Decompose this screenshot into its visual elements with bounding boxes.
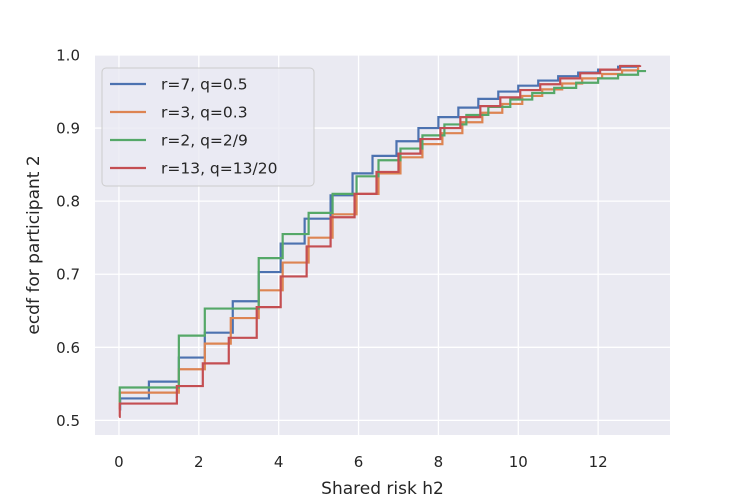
series-line-1 (118, 66, 640, 411)
y-axis-label: ecdf for participant 2 (24, 155, 44, 334)
x-tick-label: 10 (509, 453, 528, 471)
y-tick-label: 0.9 (56, 120, 80, 138)
x-tick-label: 8 (434, 453, 444, 471)
legend-label-0: r=7, q=0.5 (161, 76, 248, 94)
series-line-2 (118, 69, 647, 404)
y-tick-label: 0.6 (56, 339, 80, 357)
y-tick-label: 0.7 (56, 266, 80, 284)
x-tick-labels: 0 2 4 6 8 10 12 (114, 453, 607, 471)
legend-label-1: r=3, q=0.3 (161, 104, 248, 122)
y-tick-label: 0.5 (56, 412, 80, 430)
x-tick-label: 6 (354, 453, 364, 471)
y-tick-label: 0.8 (56, 193, 80, 211)
x-axis-label: Shared risk h2 (321, 479, 444, 498)
legend: r=7, q=0.5 r=3, q=0.3 r=2, q=2/9 r=13, q… (101, 67, 315, 187)
y-tick-labels: 0.5 0.6 0.7 0.8 0.9 1.0 (56, 47, 80, 430)
x-tick-label: 2 (194, 453, 204, 471)
x-tick-label: 4 (274, 453, 284, 471)
series-line-3 (118, 64, 642, 418)
y-tick-label: 1.0 (56, 47, 80, 65)
x-tick-label: 0 (114, 453, 124, 471)
legend-label-3: r=13, q=13/20 (161, 160, 277, 178)
x-tick-label: 12 (589, 453, 608, 471)
legend-box (101, 67, 315, 187)
series-lines (118, 64, 647, 418)
legend-label-2: r=2, q=2/9 (161, 132, 248, 150)
